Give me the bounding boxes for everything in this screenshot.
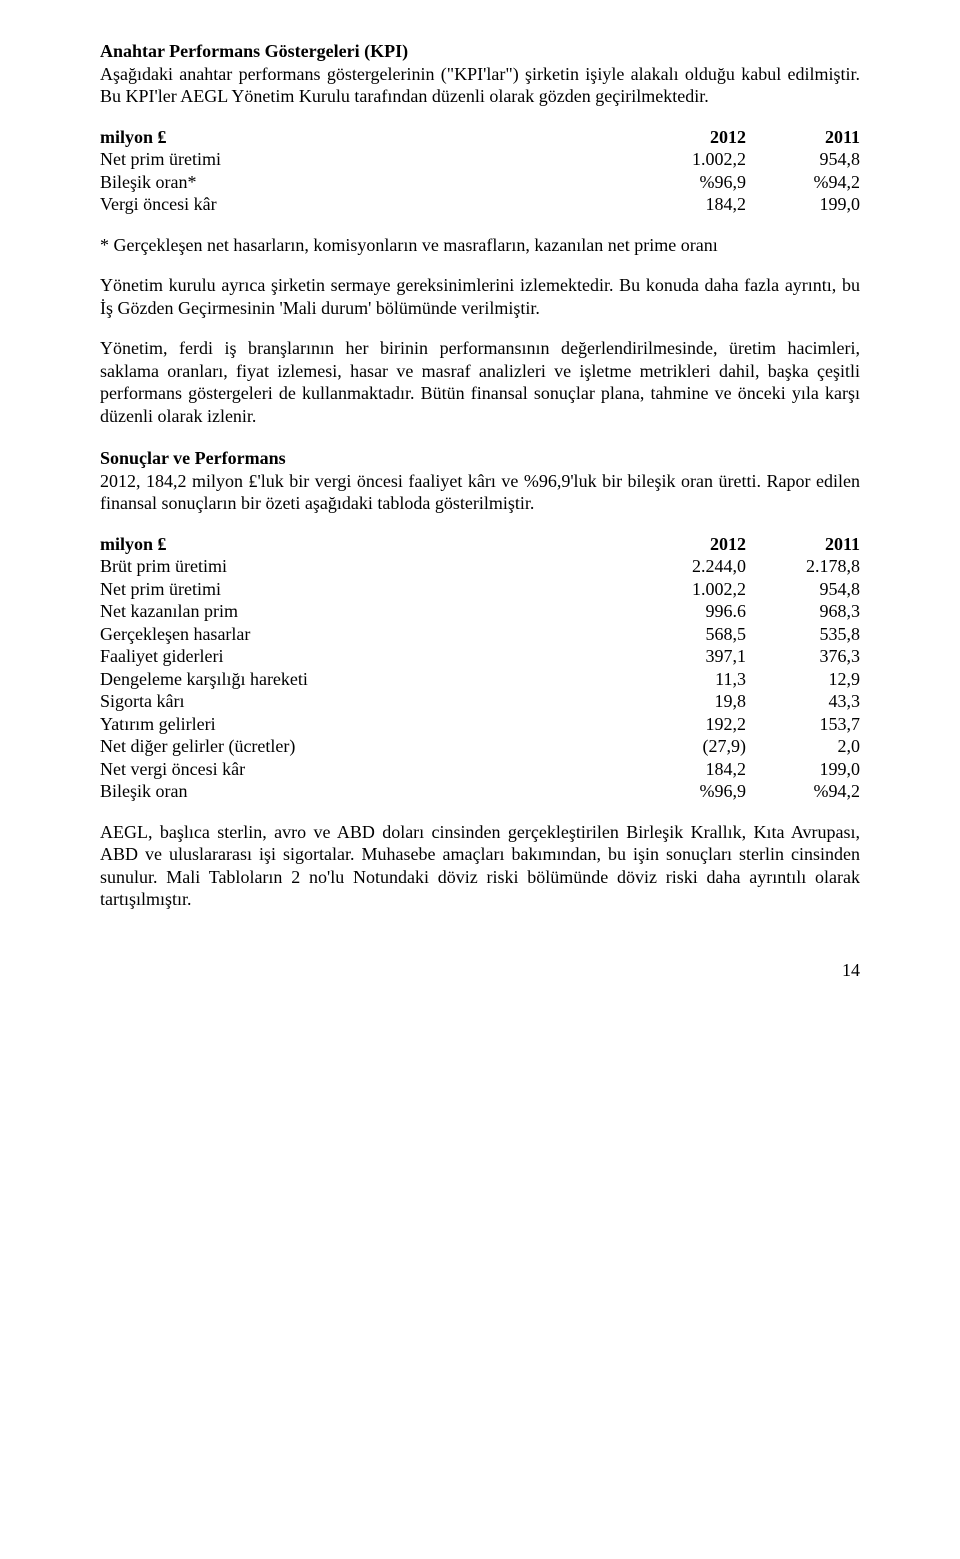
cell-2011: 199,0: [746, 758, 860, 781]
table-row: Yatırım gelirleri 192,2 153,7: [100, 713, 860, 736]
cell-label: Sigorta kârı: [100, 690, 632, 713]
cell-2011: 2.178,8: [746, 555, 860, 578]
kpi-footnote: * Gerçekleşen net hasarların, komisyonla…: [100, 234, 860, 257]
kpi-paragraph-3: Yönetim, ferdi iş branşlarının her birin…: [100, 337, 860, 427]
cell-2012: 184,2: [632, 758, 746, 781]
cell-label: Net prim üretimi: [100, 148, 632, 171]
cell-2011: 968,3: [746, 600, 860, 623]
table-row: Dengeleme karşılığı hareketi 11,3 12,9: [100, 668, 860, 691]
cell-label: Faaliyet giderleri: [100, 645, 632, 668]
table-header-2012: 2012: [632, 533, 746, 556]
kpi-paragraph-2: Yönetim kurulu ayrıca şirketin sermaye g…: [100, 274, 860, 319]
cell-2011: 954,8: [746, 148, 860, 171]
results-heading: Sonuçlar ve Performans: [100, 447, 860, 470]
cell-2011: 376,3: [746, 645, 860, 668]
cell-label: Yatırım gelirleri: [100, 713, 632, 736]
cell-2012: 397,1: [632, 645, 746, 668]
kpi-table: milyon ₤ 2012 2011 Net prim üretimi 1.00…: [100, 126, 860, 216]
cell-2012: 568,5: [632, 623, 746, 646]
table-row: Net diğer gelirler (ücretler) (27,9) 2,0: [100, 735, 860, 758]
cell-2011: %94,2: [746, 780, 860, 803]
table-header-label: milyon ₤: [100, 126, 632, 149]
table-row: Net prim üretimi 1.002,2 954,8: [100, 578, 860, 601]
cell-2012: 11,3: [632, 668, 746, 691]
cell-2012: (27,9): [632, 735, 746, 758]
page-number: 14: [100, 959, 860, 982]
cell-2011: 535,8: [746, 623, 860, 646]
table-header-2011: 2011: [746, 126, 860, 149]
cell-2012: 1.002,2: [632, 148, 746, 171]
table-row: Net kazanılan prim 996.6 968,3: [100, 600, 860, 623]
table-header-2011: 2011: [746, 533, 860, 556]
table-row: Vergi öncesi kâr 184,2 199,0: [100, 193, 860, 216]
cell-2011: 12,9: [746, 668, 860, 691]
cell-label: Brüt prim üretimi: [100, 555, 632, 578]
cell-2011: %94,2: [746, 171, 860, 194]
cell-2012: %96,9: [632, 780, 746, 803]
cell-2011: 2,0: [746, 735, 860, 758]
cell-label: Net prim üretimi: [100, 578, 632, 601]
table-row: Net prim üretimi 1.002,2 954,8: [100, 148, 860, 171]
kpi-heading: Anahtar Performans Göstergeleri (KPI): [100, 40, 860, 63]
cell-2011: 43,3: [746, 690, 860, 713]
cell-2011: 153,7: [746, 713, 860, 736]
cell-2012: 1.002,2: [632, 578, 746, 601]
table-header-row: milyon ₤ 2012 2011: [100, 126, 860, 149]
cell-2011: 199,0: [746, 193, 860, 216]
cell-label: Net diğer gelirler (ücretler): [100, 735, 632, 758]
kpi-intro-paragraph: Aşağıdaki anahtar performans göstergeler…: [100, 63, 860, 108]
table-row: Bileşik oran %96,9 %94,2: [100, 780, 860, 803]
table-header-label: milyon ₤: [100, 533, 632, 556]
table-row: Sigorta kârı 19,8 43,3: [100, 690, 860, 713]
table-row: Net vergi öncesi kâr 184,2 199,0: [100, 758, 860, 781]
cell-2012: 19,8: [632, 690, 746, 713]
cell-label: Vergi öncesi kâr: [100, 193, 632, 216]
results-table: milyon ₤ 2012 2011 Brüt prim üretimi 2.2…: [100, 533, 860, 803]
cell-2012: %96,9: [632, 171, 746, 194]
cell-2011: 954,8: [746, 578, 860, 601]
results-paragraph-2: AEGL, başlıca sterlin, avro ve ABD dolar…: [100, 821, 860, 911]
results-paragraph-1: 2012, 184,2 milyon ₤'luk bir vergi önces…: [100, 470, 860, 515]
table-header-2012: 2012: [632, 126, 746, 149]
table-row: Brüt prim üretimi 2.244,0 2.178,8: [100, 555, 860, 578]
cell-label: Dengeleme karşılığı hareketi: [100, 668, 632, 691]
table-row: Gerçekleşen hasarlar 568,5 535,8: [100, 623, 860, 646]
cell-label: Bileşik oran: [100, 780, 632, 803]
cell-label: Gerçekleşen hasarlar: [100, 623, 632, 646]
table-row: Faaliyet giderleri 397,1 376,3: [100, 645, 860, 668]
cell-label: Net vergi öncesi kâr: [100, 758, 632, 781]
cell-2012: 184,2: [632, 193, 746, 216]
cell-2012: 192,2: [632, 713, 746, 736]
cell-2012: 2.244,0: [632, 555, 746, 578]
table-header-row: milyon ₤ 2012 2011: [100, 533, 860, 556]
table-row: Bileşik oran* %96,9 %94,2: [100, 171, 860, 194]
cell-label: Bileşik oran*: [100, 171, 632, 194]
cell-label: Net kazanılan prim: [100, 600, 632, 623]
cell-2012: 996.6: [632, 600, 746, 623]
